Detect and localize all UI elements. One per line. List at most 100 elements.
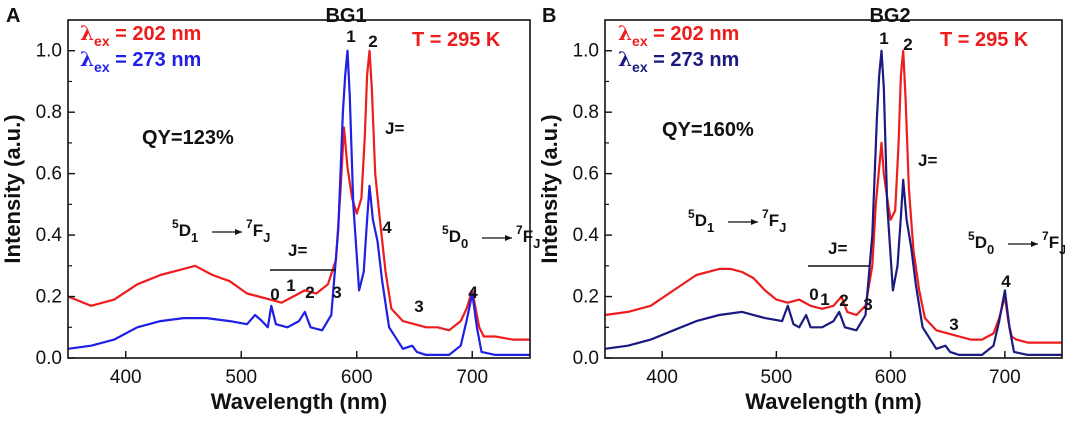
peak-label: 4 <box>382 218 392 237</box>
transition-5d0-7fj-sup2: 7 <box>516 223 523 237</box>
temperature-label: T = 295 K <box>412 29 501 51</box>
transition-5d0-7fj: 5D0 7FJ <box>968 229 1065 257</box>
transition-5d1-7fj-sub1: 1 <box>707 220 714 235</box>
transition-5d1-7fj-sub2: J <box>779 220 786 235</box>
transition-5d0-7fj-sub1: 0 <box>987 242 994 257</box>
transition-5d1-7fj-sup2: 7 <box>762 207 769 221</box>
x-tick-label: 600 <box>341 367 373 388</box>
y-tick-label: 0.2 <box>36 287 62 308</box>
y-tick-label: 1.0 <box>573 41 599 62</box>
peak-label: 1 <box>820 290 829 309</box>
y-axis-label: Intensity (a.u.) <box>0 114 25 263</box>
legend-ex273-sub: ex <box>94 59 110 75</box>
y-tick-label: 0.6 <box>36 164 62 185</box>
series-line-ex202 <box>67 49 530 341</box>
peak-label: 1 <box>879 29 888 48</box>
peak-label: 4 <box>468 283 478 302</box>
legend-ex202-value: = 202 nm <box>110 23 202 45</box>
transition-5d0-7fj-arrowhead <box>1031 241 1038 247</box>
x-tick-label: 400 <box>110 367 142 388</box>
legend-ex273-value: = 273 nm <box>648 49 740 71</box>
legend-ex202-sub: ex <box>632 33 648 49</box>
x-axis-label: Wavelength (nm) <box>745 389 921 414</box>
y-tick-label: 0.0 <box>36 348 62 369</box>
peak-label: 4 <box>1001 272 1011 291</box>
y-tick-label: 0.8 <box>36 102 62 123</box>
x-axis-label: Wavelength (nm) <box>211 389 387 414</box>
legend-ex202-sub: ex <box>94 33 110 49</box>
transition-5d1-7fj-arrowhead <box>751 219 758 225</box>
transition-5d0-7fj-text2: 7FJ <box>516 223 540 251</box>
transition-5d0-7fj-main2: F <box>1049 233 1059 252</box>
peak-label: 3 <box>949 315 958 334</box>
plot-frame <box>67 19 531 359</box>
y-tick-label: 0.4 <box>36 225 63 246</box>
y-tick-label: 0.6 <box>573 164 599 185</box>
transition-5d0-7fj-main1: D <box>975 233 987 252</box>
peak-label: 0 <box>809 285 818 304</box>
transition-5d1-7fj: 5D1 7FJ <box>172 217 270 245</box>
legend-ex202: λex = 202 nm <box>618 21 739 49</box>
peak-label: 2 <box>368 32 377 51</box>
transition-5d1-7fj-sup2: 7 <box>246 217 253 231</box>
legend-ex273: λex = 273 nm <box>80 47 201 75</box>
transition-5d1-7fj-main1: D <box>695 211 707 230</box>
transition-5d1-7fj-text2: 7FJ <box>246 217 270 245</box>
y-tick-label: 0.4 <box>573 225 600 246</box>
panel-title: BG2 <box>869 5 910 27</box>
transition-5d1-7fj-sup1: 5 <box>172 217 179 231</box>
panel-title: BG1 <box>325 5 366 27</box>
series-line-ex273 <box>67 49 530 356</box>
peak-label: 2 <box>903 35 912 54</box>
peak-label: 1 <box>286 276 295 295</box>
legend-ex273-value: = 273 nm <box>110 49 202 71</box>
x-tick-label: 500 <box>761 367 793 388</box>
y-tick-label: 1.0 <box>36 41 62 62</box>
x-tick-label: 500 <box>225 367 257 388</box>
series-line-ex273 <box>604 49 1062 356</box>
transition-5d1-7fj-sup1: 5 <box>688 207 695 221</box>
transition-5d0-7fj-text: 5D0 <box>442 223 468 251</box>
transition-5d0-7fj-main1: D <box>449 227 461 246</box>
y-axis-label: Intensity (a.u.) <box>537 114 562 263</box>
transition-5d0-7fj-arrowhead <box>505 235 512 241</box>
transition-5d1-7fj-arrowhead <box>235 229 242 235</box>
legend-ex202: λex = 202 nm <box>80 21 201 49</box>
peak-label: 2 <box>839 291 848 310</box>
panel-letter: A <box>6 5 20 27</box>
legend-ex273-sub: ex <box>632 59 648 75</box>
transition-5d0-7fj-sup1: 5 <box>442 223 449 237</box>
j-label-right: J= <box>385 119 404 138</box>
legend-ex202-symbol: λ <box>80 21 94 45</box>
legend-ex202-value: = 202 nm <box>648 23 740 45</box>
peak-label: 3 <box>414 297 423 316</box>
transition-5d0-7fj-text2: 7FJ <box>1042 229 1065 257</box>
transition-5d1-7fj-text: 5D1 <box>172 217 198 245</box>
transition-5d0-7fj-sup2: 7 <box>1042 229 1049 243</box>
quantum-yield-label: QY=160% <box>662 119 754 141</box>
legend-ex273-symbol: λ <box>80 47 94 71</box>
quantum-yield-label: QY=123% <box>142 127 234 149</box>
x-tick-label: 400 <box>646 367 678 388</box>
y-tick-label: 0.0 <box>573 348 599 369</box>
temperature-label: T = 295 K <box>940 29 1029 51</box>
transition-5d0-7fj-main2: F <box>523 227 533 246</box>
peak-label: 0 <box>270 285 279 304</box>
transition-5d1-7fj-sub1: 1 <box>191 230 198 245</box>
legend-ex273-symbol: λ <box>618 47 632 71</box>
transition-5d1-7fj: 5D1 7FJ <box>688 207 786 235</box>
transition-5d0-7fj-sub2: J <box>533 236 540 251</box>
transition-5d0-7fj-sub2: J <box>1059 242 1065 257</box>
legend-ex273: λex = 273 nm <box>618 47 739 75</box>
transition-5d0-7fj-text: 5D0 <box>968 229 994 257</box>
transition-5d1-7fj-main2: F <box>769 211 779 230</box>
transition-5d0-7fj-sup1: 5 <box>968 229 975 243</box>
y-tick-label: 0.8 <box>573 102 599 123</box>
y-tick-label: 0.2 <box>573 287 599 308</box>
transition-5d1-7fj-text: 5D1 <box>688 207 714 235</box>
peak-label: 3 <box>332 283 341 302</box>
plot-frame <box>604 19 1063 359</box>
